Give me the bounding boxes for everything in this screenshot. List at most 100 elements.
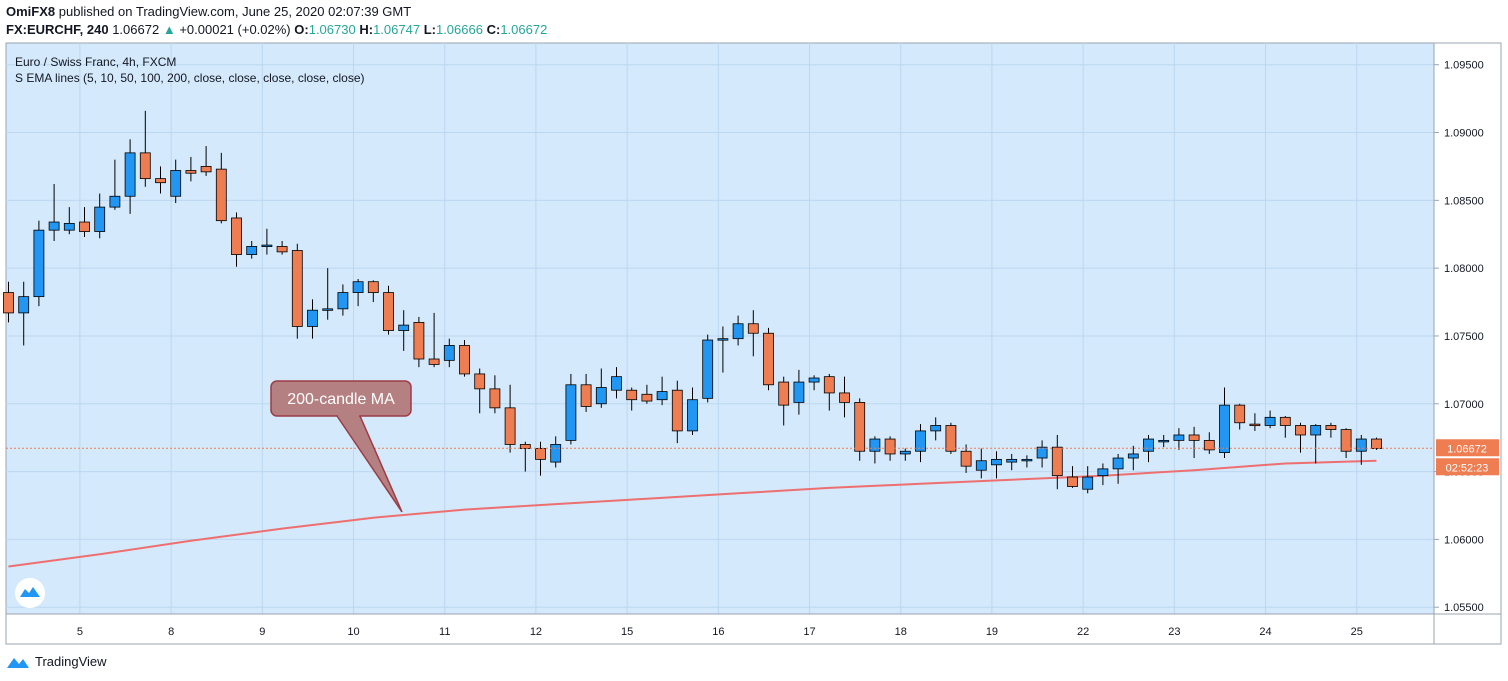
candle-body — [1036, 446, 1048, 459]
candle-body — [641, 393, 653, 402]
candle-body — [1143, 438, 1154, 452]
footer-brand[interactable]: TradingView — [35, 654, 107, 669]
callout-text: 200-candle MA — [287, 391, 395, 408]
candle-body — [1006, 458, 1018, 463]
candle — [1279, 415, 1291, 438]
y-tick-label: 1.08500 — [1444, 195, 1484, 207]
candle-body — [763, 332, 774, 386]
candle-body — [139, 152, 151, 180]
candle — [778, 376, 790, 426]
candle-body — [1371, 438, 1382, 449]
y-tick-label: 1.09000 — [1444, 128, 1484, 140]
candle — [656, 376, 668, 406]
candle — [63, 207, 75, 235]
x-tick-label: 18 — [895, 626, 907, 638]
candle-body — [626, 389, 638, 401]
candle — [763, 327, 774, 391]
candle — [291, 243, 303, 339]
candle — [702, 334, 714, 403]
candle-body — [1158, 439, 1170, 443]
candle — [109, 159, 121, 210]
candle — [1173, 428, 1185, 450]
plot-area[interactable] — [5, 42, 1435, 615]
published-text: published on TradingView.com, June 25, 2… — [58, 4, 412, 19]
publish-info: OmiFX8 published on TradingView.com, Jun… — [6, 4, 411, 19]
candle-body — [854, 402, 866, 452]
candle-body — [79, 221, 90, 232]
tradingview-badge-icon — [20, 587, 40, 597]
candle-body — [869, 438, 881, 452]
candle-body — [1067, 476, 1078, 487]
candle — [1340, 428, 1352, 459]
candle-body — [109, 195, 121, 208]
candle — [383, 285, 394, 335]
x-tick-label: 17 — [803, 626, 815, 638]
candle — [1067, 466, 1078, 488]
candle — [1127, 445, 1139, 471]
chart-logo-badge[interactable] — [15, 578, 45, 608]
candle — [1295, 422, 1306, 453]
candle-body — [702, 339, 714, 399]
y-tick-label: 1.09500 — [1444, 60, 1484, 72]
candle-body — [611, 376, 622, 391]
candle-body — [413, 321, 425, 360]
candle — [899, 448, 911, 461]
x-tick-label: 24 — [1259, 626, 1271, 638]
candle — [3, 281, 14, 323]
candle — [94, 193, 106, 239]
candle — [428, 312, 440, 368]
candle-body — [261, 244, 273, 247]
candle-body — [1264, 416, 1276, 426]
author-name[interactable]: OmiFX8 — [6, 4, 56, 19]
candle — [945, 422, 957, 454]
candle — [337, 284, 349, 316]
candle — [215, 152, 227, 224]
candle-body — [307, 309, 318, 327]
candle-body — [565, 384, 577, 441]
candle-body — [1355, 438, 1367, 452]
candle-body — [747, 323, 759, 334]
candle — [641, 384, 653, 404]
y-tick-label: 1.07500 — [1444, 331, 1484, 343]
candle — [869, 436, 881, 464]
candle-body — [124, 152, 136, 197]
candle-body — [367, 281, 379, 293]
candle — [565, 373, 577, 445]
candle-body — [778, 381, 790, 406]
ma-callout: 200-candle MA — [270, 380, 412, 513]
high-value: 1.06747 — [373, 22, 421, 37]
grid-lines — [6, 43, 1434, 614]
candle-body — [687, 399, 698, 432]
time-axis[interactable] — [5, 613, 1435, 645]
candle-body — [1051, 446, 1063, 477]
candle — [474, 368, 486, 414]
candle — [413, 316, 425, 368]
candle-body — [48, 221, 60, 231]
candle-body — [337, 292, 349, 310]
candle — [1112, 453, 1124, 484]
candle-body — [945, 425, 957, 452]
candle-body — [717, 338, 729, 341]
candle-body — [1249, 423, 1261, 427]
candle-body — [1325, 425, 1337, 430]
candle — [48, 184, 60, 242]
tradingview-logo-icon — [7, 657, 29, 668]
candle-body — [1295, 425, 1306, 436]
legend-indicator[interactable]: S EMA lines (5, 10, 50, 100, 200, close,… — [15, 71, 365, 85]
x-axis-labels: 5 8 9 10 11 12 15 16 17 18 19 22 23 24 25 — [77, 626, 1363, 638]
candle — [1234, 403, 1246, 430]
candle — [1325, 422, 1337, 438]
candle — [626, 387, 638, 411]
y-tick-label: 1.07000 — [1444, 399, 1484, 411]
candle — [671, 380, 683, 444]
candle — [261, 228, 273, 255]
candle — [367, 280, 379, 303]
candle-body — [398, 324, 410, 331]
candle — [1006, 453, 1018, 471]
candle-body — [18, 296, 30, 314]
candle-body — [1219, 404, 1230, 454]
candle-body — [1203, 439, 1215, 451]
candle-body — [352, 281, 364, 293]
candle — [611, 367, 622, 399]
